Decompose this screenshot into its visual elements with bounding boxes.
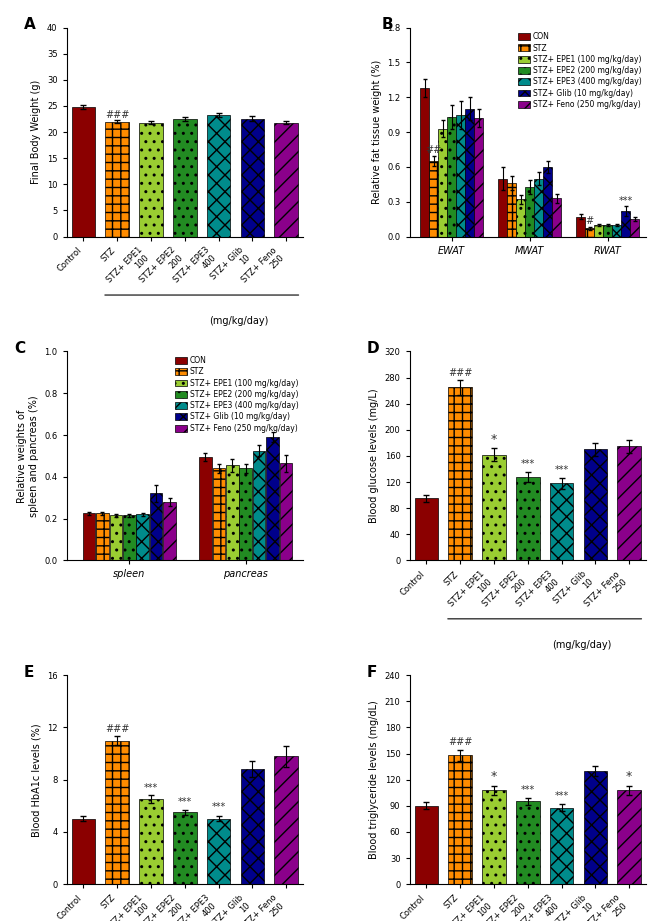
Bar — [552, 198, 561, 237]
Bar — [613, 225, 621, 237]
Text: A: A — [24, 17, 36, 32]
Bar — [105, 122, 129, 237]
Text: ***: *** — [144, 783, 159, 793]
Bar — [617, 790, 641, 884]
Bar — [438, 129, 447, 237]
Bar — [415, 498, 438, 560]
Text: ***: *** — [521, 459, 535, 469]
Bar — [415, 806, 438, 884]
Bar — [603, 225, 612, 237]
Bar — [139, 122, 163, 237]
Bar — [240, 119, 264, 237]
Text: ###: ### — [448, 737, 472, 747]
Bar — [105, 740, 129, 884]
Bar — [525, 187, 533, 237]
Text: B: B — [381, 17, 393, 32]
Text: ***: *** — [178, 797, 192, 807]
Text: ###: ### — [105, 724, 129, 734]
Bar — [72, 107, 95, 237]
Bar — [583, 449, 607, 560]
Bar — [534, 179, 543, 237]
Bar — [199, 457, 212, 560]
Bar — [543, 167, 551, 237]
Y-axis label: Relative fat tissue weight (%): Relative fat tissue weight (%) — [372, 60, 382, 204]
Bar — [585, 228, 594, 237]
Y-axis label: Blood HbA1c levels (%): Blood HbA1c levels (%) — [31, 723, 41, 836]
Text: ###: ### — [448, 367, 472, 378]
Text: (mg/kg/day): (mg/kg/day) — [553, 640, 612, 649]
Legend: CON, STZ, STZ+ EPE1 (100 mg/kg/day), STZ+ EPE2 (200 mg/kg/day), STZ+ EPE3 (400 m: CON, STZ, STZ+ EPE1 (100 mg/kg/day), STZ… — [172, 353, 302, 436]
Bar — [274, 122, 298, 237]
Text: *: * — [491, 433, 497, 446]
Bar — [482, 790, 505, 884]
Text: ##: ## — [426, 146, 442, 156]
Bar — [482, 455, 505, 560]
Text: #: # — [585, 216, 593, 226]
Text: ***: *** — [521, 785, 535, 795]
Bar — [207, 115, 230, 237]
Bar — [226, 465, 238, 560]
Legend: CON, STZ, STZ+ EPE1 (100 mg/kg/day), STZ+ EPE2 (200 mg/kg/day), STZ+ EPE3 (400 m: CON, STZ, STZ+ EPE1 (100 mg/kg/day), STZ… — [515, 29, 645, 112]
Y-axis label: Blood triglyceride levels (mg/dL): Blood triglyceride levels (mg/dL) — [369, 700, 379, 859]
Bar — [150, 494, 163, 560]
Bar — [274, 756, 298, 884]
Text: *: * — [491, 770, 497, 783]
Bar — [549, 484, 573, 560]
Bar — [448, 117, 456, 237]
Bar — [549, 808, 573, 884]
Y-axis label: Relative weights of
spleen and pancreas (%): Relative weights of spleen and pancreas … — [17, 395, 39, 517]
Bar — [594, 225, 603, 237]
Text: ###: ### — [105, 110, 129, 120]
Bar — [173, 119, 196, 237]
Bar — [466, 109, 474, 237]
Bar — [163, 502, 176, 560]
Text: (mg/kg/day): (mg/kg/day) — [210, 316, 269, 326]
Text: ***: *** — [554, 790, 569, 800]
Bar — [110, 516, 122, 560]
Bar — [498, 179, 507, 237]
Bar — [576, 216, 585, 237]
Bar — [72, 819, 95, 884]
Bar — [474, 118, 483, 237]
Bar — [516, 801, 539, 884]
Bar — [173, 812, 196, 884]
Text: F: F — [367, 665, 378, 680]
Bar — [448, 388, 472, 560]
Bar — [96, 513, 109, 560]
Text: C: C — [15, 341, 26, 356]
Text: ***: *** — [619, 196, 633, 206]
Text: D: D — [367, 341, 380, 356]
Bar — [516, 200, 525, 237]
Bar — [240, 769, 264, 884]
Bar — [207, 819, 230, 884]
Bar — [137, 515, 149, 560]
Bar — [617, 446, 641, 560]
Bar — [420, 88, 429, 237]
Bar — [266, 437, 279, 560]
Bar — [516, 477, 539, 560]
Y-axis label: Blood glucose levels (mg/L): Blood glucose levels (mg/L) — [369, 389, 379, 523]
Bar — [507, 183, 515, 237]
Bar — [240, 469, 252, 560]
Text: *: * — [626, 770, 632, 783]
Bar — [631, 219, 639, 237]
Bar — [139, 799, 163, 884]
Text: E: E — [24, 665, 35, 680]
Bar — [123, 516, 136, 560]
Bar — [253, 450, 266, 560]
Bar — [621, 211, 630, 237]
Bar — [456, 115, 465, 237]
Text: ***: *** — [554, 465, 569, 475]
Bar — [430, 161, 438, 237]
Y-axis label: Final Body Weight (g): Final Body Weight (g) — [31, 80, 41, 184]
Bar — [280, 463, 292, 560]
Text: ***: *** — [212, 802, 226, 812]
Bar — [448, 755, 472, 884]
Bar — [83, 513, 95, 560]
Bar — [583, 771, 607, 884]
Bar — [212, 469, 225, 560]
